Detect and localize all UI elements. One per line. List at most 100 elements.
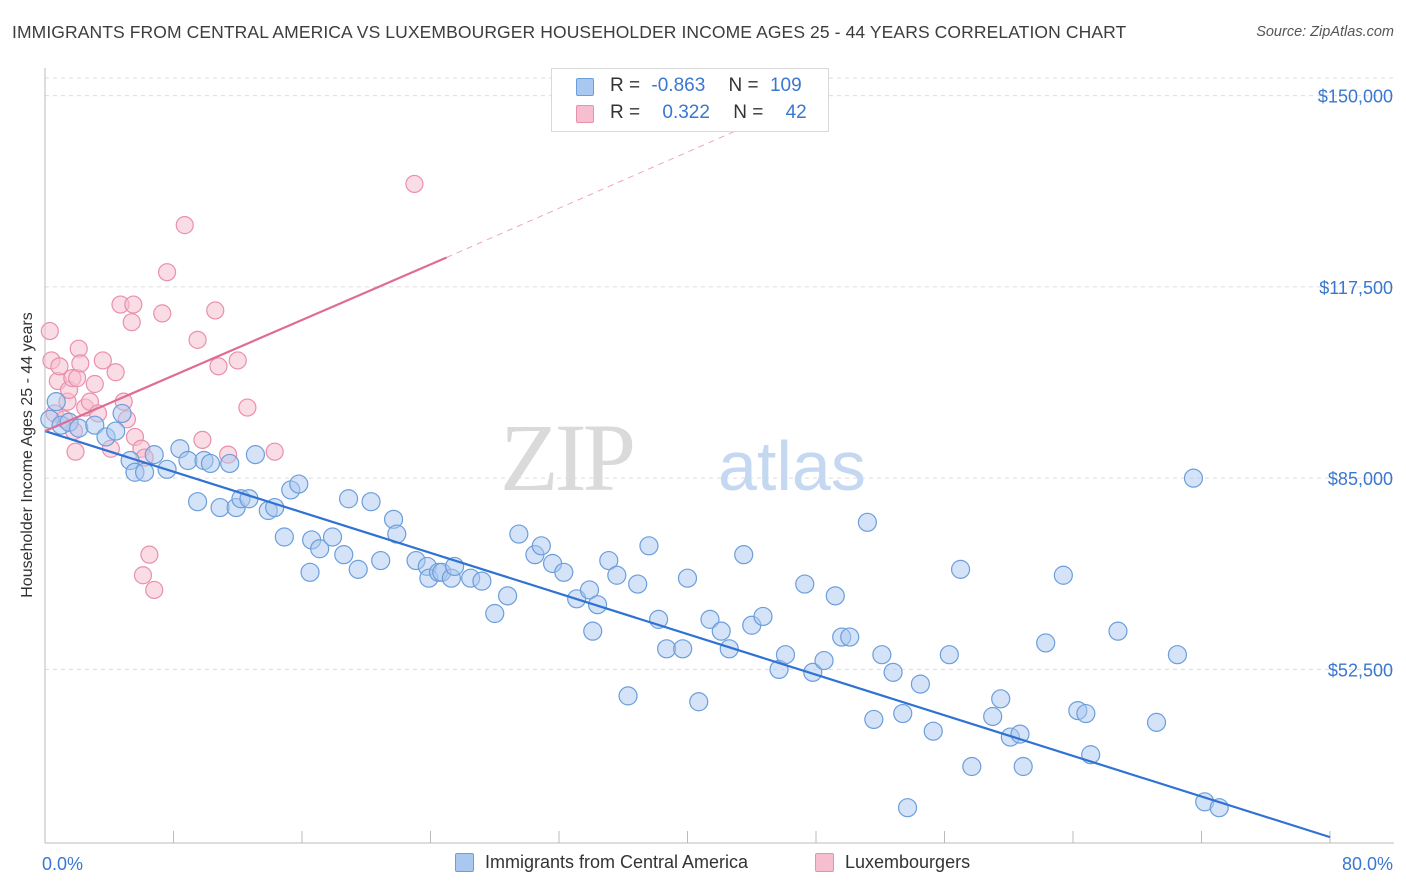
central-america-point	[310, 539, 330, 559]
central-america-point	[300, 562, 320, 582]
central-america-point	[371, 550, 391, 571]
central-america-point	[579, 580, 600, 600]
central-america-point	[775, 645, 796, 665]
central-america-point	[719, 639, 739, 659]
central-america-points	[40, 392, 1229, 818]
legend-n-label: N =	[728, 75, 759, 96]
central-america-point	[1108, 621, 1128, 641]
luxembourgers-point	[124, 295, 143, 314]
central-america-point	[803, 662, 823, 682]
central-america-point	[795, 574, 815, 594]
luxembourgers-point	[140, 545, 159, 564]
central-america-trend-line	[44, 430, 1331, 839]
central-america-point	[1036, 633, 1056, 653]
central-america-point	[864, 709, 884, 730]
tick-labels: $52,500 $85,000 $117,500 $150,000 0.0% 80.0%	[42, 87, 1393, 874]
luxembourgers-trend-extension	[446, 130, 736, 258]
central-america-point	[910, 674, 931, 694]
legend-r-value: 0.322	[662, 102, 710, 123]
central-america-point	[134, 462, 155, 482]
central-america-point	[531, 536, 551, 556]
y-tick-label: $85,000	[1328, 469, 1393, 489]
central-america-point	[700, 609, 720, 629]
axes	[44, 68, 1394, 844]
luxembourgers-point	[71, 354, 90, 373]
luxembourgers-point	[122, 313, 141, 332]
central-america-point	[991, 689, 1011, 709]
luxembourgers-point	[206, 301, 225, 320]
luxembourgers-point	[405, 174, 424, 194]
central-america-point	[178, 450, 198, 471]
luxembourgers-point	[153, 304, 172, 323]
central-america-point	[274, 527, 294, 547]
central-america-point	[897, 798, 918, 818]
central-america-point	[599, 550, 619, 571]
luxembourgers-point	[228, 351, 247, 370]
luxembourgers-point	[68, 369, 87, 388]
luxembourgers-point	[193, 430, 212, 450]
central-america-point	[657, 639, 677, 659]
luxembourgers-point	[188, 330, 207, 349]
y-tick-label: $150,000	[1318, 87, 1393, 107]
central-america-point	[983, 706, 1003, 727]
luxembourgers-point	[93, 351, 112, 370]
legend-r-label: R =	[610, 102, 641, 123]
central-america-point	[673, 639, 693, 659]
central-america-point	[734, 545, 754, 565]
watermark-zip: ZIP	[500, 404, 633, 511]
central-america-point	[1167, 645, 1188, 665]
x-tick-label-max: 80.0%	[1342, 854, 1393, 874]
central-america-point	[485, 603, 505, 624]
central-america-point	[840, 627, 860, 647]
central-america-point	[498, 586, 518, 606]
central-america-point	[1183, 468, 1204, 488]
legend-n-value: 42	[785, 102, 807, 123]
central-america-point	[639, 536, 659, 556]
central-america-point	[814, 650, 834, 671]
luxembourgers-points	[40, 174, 424, 600]
trend-lines	[44, 130, 1331, 839]
luxembourgers-trend-line	[44, 256, 447, 433]
legend-n-value: 109	[769, 75, 802, 96]
central-america-point	[1013, 756, 1033, 777]
central-america-point	[334, 545, 354, 565]
central-america-point	[1076, 703, 1096, 724]
central-america-point	[200, 453, 221, 474]
central-america-point	[348, 559, 368, 579]
x-tick-label-min: 0.0%	[42, 854, 83, 874]
legend-r-value: -0.863	[651, 75, 706, 96]
central-america-point	[883, 662, 903, 682]
luxembourgers-point	[66, 442, 85, 461]
y-tick-label: $117,500	[1319, 278, 1393, 298]
central-america-point	[607, 565, 627, 585]
central-america-point	[361, 492, 381, 512]
central-america-point	[618, 686, 638, 706]
bottom-legend-label-central-america: Immigrants from Central America	[485, 852, 749, 872]
luxembourgers-point	[50, 357, 69, 376]
luxembourgers-point	[145, 580, 164, 600]
luxembourgers-point	[209, 357, 228, 376]
central-america-point	[939, 645, 959, 665]
bottom-legend-label-luxembourgers: Luxembourgers	[845, 852, 971, 872]
central-america-point	[187, 492, 208, 512]
luxembourgers-point	[40, 321, 59, 341]
grid-lines	[45, 77, 1394, 670]
source-label: Source: ZipAtlas.com	[1256, 24, 1394, 40]
central-america-point	[583, 621, 603, 641]
central-america-point	[509, 524, 529, 544]
central-america-point	[962, 756, 982, 777]
central-america-point	[893, 703, 913, 724]
central-america-point	[628, 574, 648, 594]
central-america-point	[1053, 565, 1073, 585]
luxembourgers-point	[157, 263, 177, 282]
chart-title: IMMIGRANTS FROM CENTRAL AMERICA VS LUXEM…	[12, 22, 1127, 42]
watermark-atlas: atlas	[718, 427, 866, 505]
stats-legend: R = -0.863 N = 109 R = 0.322 N = 42	[551, 68, 829, 132]
luxembourgers-point	[133, 566, 153, 585]
legend-r-label: R =	[610, 75, 641, 96]
central-america-point	[711, 621, 731, 641]
central-america-point	[338, 489, 359, 509]
central-america-point	[289, 474, 309, 494]
bottom-legend-swatch-blue	[455, 853, 474, 872]
